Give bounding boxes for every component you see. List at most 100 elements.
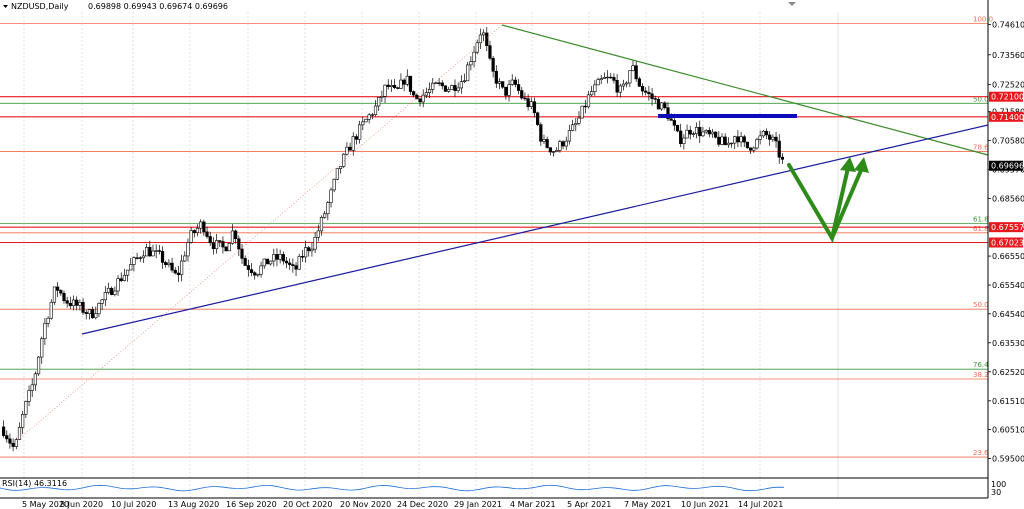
candle[interactable] [656,97,661,110]
candle[interactable] [364,118,368,123]
candle[interactable] [424,87,428,98]
candle[interactable] [497,78,502,90]
candle[interactable] [605,70,610,84]
candle[interactable] [523,92,527,101]
candle[interactable] [138,256,142,262]
candle[interactable] [358,120,362,144]
candle[interactable] [24,400,28,418]
candle[interactable] [625,81,629,88]
candle[interactable] [300,250,305,263]
candle[interactable] [81,298,85,315]
candle[interactable] [567,124,572,145]
candle[interactable] [745,141,750,149]
candle[interactable] [504,86,508,100]
candle[interactable] [631,59,635,72]
candle[interactable] [214,234,219,254]
candle[interactable] [593,79,597,96]
candle[interactable] [164,260,168,268]
candle[interactable] [259,261,263,278]
candle[interactable] [43,318,47,346]
candle[interactable] [389,79,394,92]
candle[interactable] [590,86,594,97]
candle[interactable] [243,255,247,266]
candle[interactable] [294,262,298,277]
candle[interactable] [373,100,378,117]
shift-marker-icon[interactable] [788,2,796,6]
candle[interactable] [729,142,734,148]
candle[interactable] [199,219,203,234]
candle[interactable] [291,258,295,273]
candle[interactable] [516,79,521,95]
candle[interactable] [36,355,41,376]
candle[interactable] [303,240,308,263]
candle[interactable] [742,134,746,147]
candle[interactable] [583,99,587,114]
candle[interactable] [110,286,114,296]
candle[interactable] [663,101,667,110]
candle[interactable] [520,86,524,100]
candle[interactable] [752,146,756,153]
candle[interactable] [380,90,384,103]
candle[interactable] [335,168,339,181]
candle[interactable] [90,306,95,319]
candle[interactable] [621,79,626,91]
descending-trendline[interactable] [501,24,989,156]
candle[interactable] [564,136,568,151]
candle[interactable] [240,244,244,264]
candle[interactable] [764,128,769,140]
candle[interactable] [329,187,333,208]
candle[interactable] [1,420,6,438]
candle[interactable] [246,259,250,277]
candle[interactable] [253,271,257,280]
candle[interactable] [262,258,266,269]
candle[interactable] [777,134,781,164]
candle[interactable] [275,248,279,267]
candle[interactable] [189,227,193,244]
candle[interactable] [386,79,390,90]
candle[interactable] [383,84,387,103]
candle[interactable] [660,102,664,111]
candle[interactable] [771,134,775,142]
candle[interactable] [758,130,762,145]
candle[interactable] [345,142,349,156]
candle[interactable] [180,254,184,282]
candle[interactable] [529,97,533,109]
candle[interactable] [434,81,438,84]
candle[interactable] [278,249,282,264]
candle[interactable] [97,302,101,318]
candle[interactable] [272,248,276,267]
candle[interactable] [615,74,619,97]
candle[interactable] [427,82,432,99]
candle[interactable] [94,306,98,320]
candle[interactable] [332,178,336,193]
candle[interactable] [227,242,231,252]
candle[interactable] [720,133,724,146]
candle[interactable] [437,78,441,87]
candle[interactable] [774,131,778,148]
candle[interactable] [100,298,104,310]
candle[interactable] [249,262,254,277]
candle[interactable] [224,246,228,252]
candle[interactable] [154,244,158,259]
candle[interactable] [106,282,111,295]
candle[interactable] [87,308,92,320]
candle[interactable] [151,244,155,257]
candle[interactable] [269,260,273,266]
candle[interactable] [551,150,556,157]
chart-menu-icon[interactable] [3,5,8,8]
candle[interactable] [49,299,53,320]
candle[interactable] [237,235,241,257]
candle[interactable] [599,74,603,85]
candle[interactable] [513,76,517,88]
candle[interactable] [56,282,60,298]
candle[interactable] [62,290,66,304]
candle[interactable] [218,240,222,247]
candle[interactable] [736,130,740,148]
candle[interactable] [548,147,552,156]
candle[interactable] [71,295,76,311]
candle[interactable] [281,251,285,265]
candle[interactable] [157,245,161,255]
candle[interactable] [637,76,641,87]
candle[interactable] [733,135,737,150]
